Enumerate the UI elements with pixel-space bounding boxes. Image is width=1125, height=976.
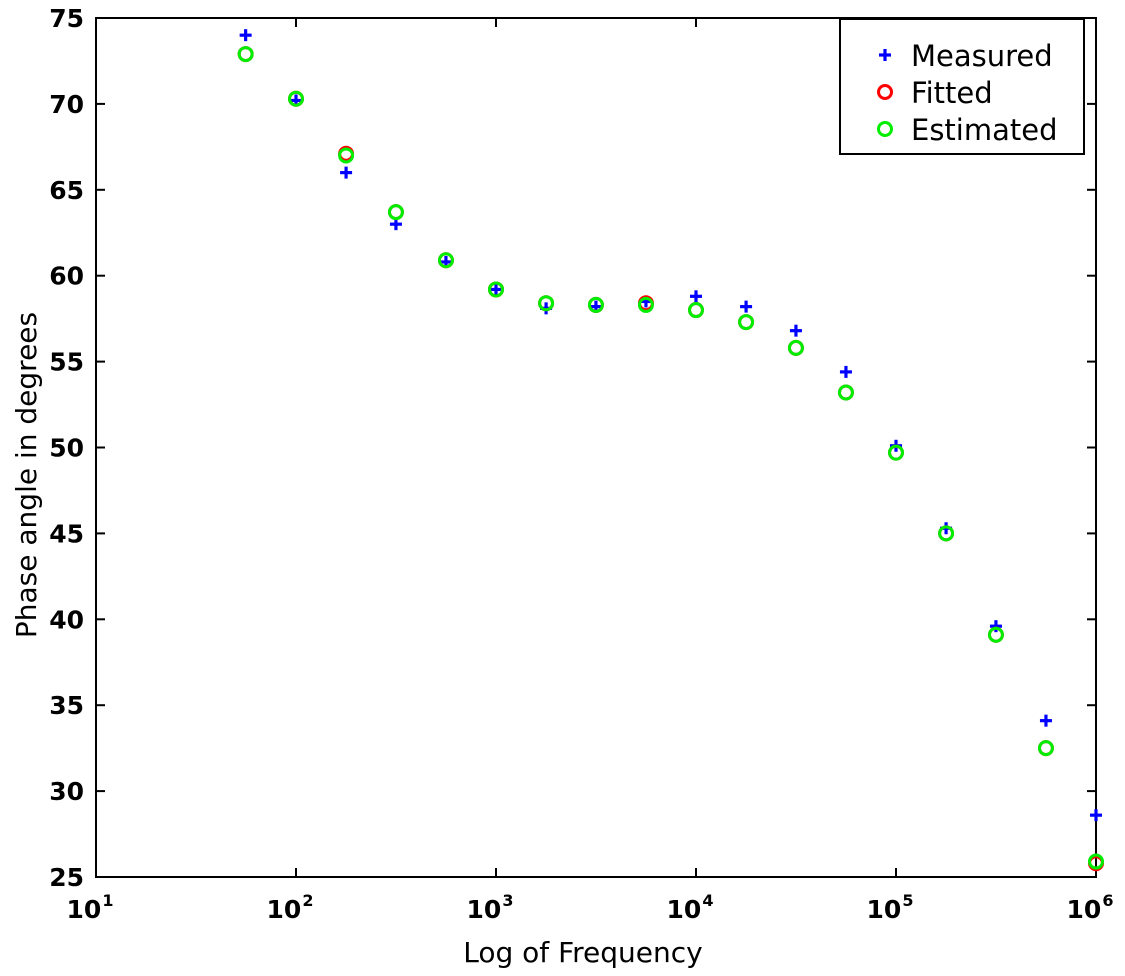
y-axis-ticks: 25 30 35 40 45 50 55 60 65 70 75 xyxy=(49,4,1096,892)
x-tick-label: 101 xyxy=(67,891,114,924)
x-tick-label: 102 xyxy=(267,891,314,924)
y-tick-label: 40 xyxy=(49,605,84,634)
estimated-point xyxy=(387,204,404,221)
estimated-point xyxy=(787,339,804,356)
estimated-point xyxy=(637,296,654,313)
legend-label-measured: Measured xyxy=(911,39,1053,73)
y-tick-label: 35 xyxy=(49,691,84,720)
estimated-point xyxy=(488,281,504,298)
legend-label-fitted: Fitted xyxy=(911,76,993,110)
legend-marker-estimated xyxy=(877,121,893,137)
estimated-point xyxy=(987,626,1004,643)
measured-point xyxy=(690,290,702,303)
y-tick-label: 45 xyxy=(49,519,84,548)
x-tick-label: 106 xyxy=(1067,891,1114,924)
measured-point xyxy=(989,620,1002,633)
x-tick-label: 104 xyxy=(667,891,714,924)
estimated-point xyxy=(938,525,955,542)
estimated-point xyxy=(538,295,555,312)
y-tick-label: 30 xyxy=(49,777,84,806)
estimated-point xyxy=(288,90,304,107)
measured-point xyxy=(740,300,753,313)
measured-point xyxy=(490,283,502,296)
measured-point xyxy=(340,166,353,179)
series-estimated xyxy=(237,46,1104,870)
estimated-point xyxy=(888,444,904,461)
y-tick-label: 60 xyxy=(49,262,84,291)
legend-marker-measured xyxy=(879,49,891,61)
estimated-point xyxy=(338,147,355,164)
x-axis-title: Log of Frequency xyxy=(463,936,702,969)
x-tick-label: 103 xyxy=(467,891,514,924)
measured-point xyxy=(839,365,852,378)
estimated-point xyxy=(1088,853,1104,870)
estimated-point xyxy=(587,296,604,313)
data-series xyxy=(237,29,1104,872)
y-tick-label: 75 xyxy=(49,4,84,33)
estimated-point xyxy=(837,384,854,401)
y-axis-title: Phase angle in degrees xyxy=(10,312,43,638)
measured-point xyxy=(789,324,802,337)
legend-marker-fitted xyxy=(877,84,893,100)
x-tick-label: 105 xyxy=(867,891,914,924)
estimated-point xyxy=(1037,740,1054,757)
plot-area xyxy=(95,17,1097,878)
measured-point xyxy=(1090,809,1102,822)
y-tick-label: 65 xyxy=(49,176,84,205)
y-tick-label: 50 xyxy=(49,434,84,463)
measured-point xyxy=(389,218,402,231)
legend-label-estimated: Estimated xyxy=(911,113,1058,147)
y-tick-label: 25 xyxy=(49,863,84,892)
estimated-point xyxy=(437,252,454,269)
estimated-point xyxy=(738,314,755,331)
y-tick-label: 70 xyxy=(49,90,84,119)
measured-point xyxy=(239,29,252,42)
y-tick-label: 55 xyxy=(49,348,84,377)
measured-point xyxy=(1039,714,1052,727)
estimated-point xyxy=(688,302,704,319)
estimated-point xyxy=(237,46,254,63)
